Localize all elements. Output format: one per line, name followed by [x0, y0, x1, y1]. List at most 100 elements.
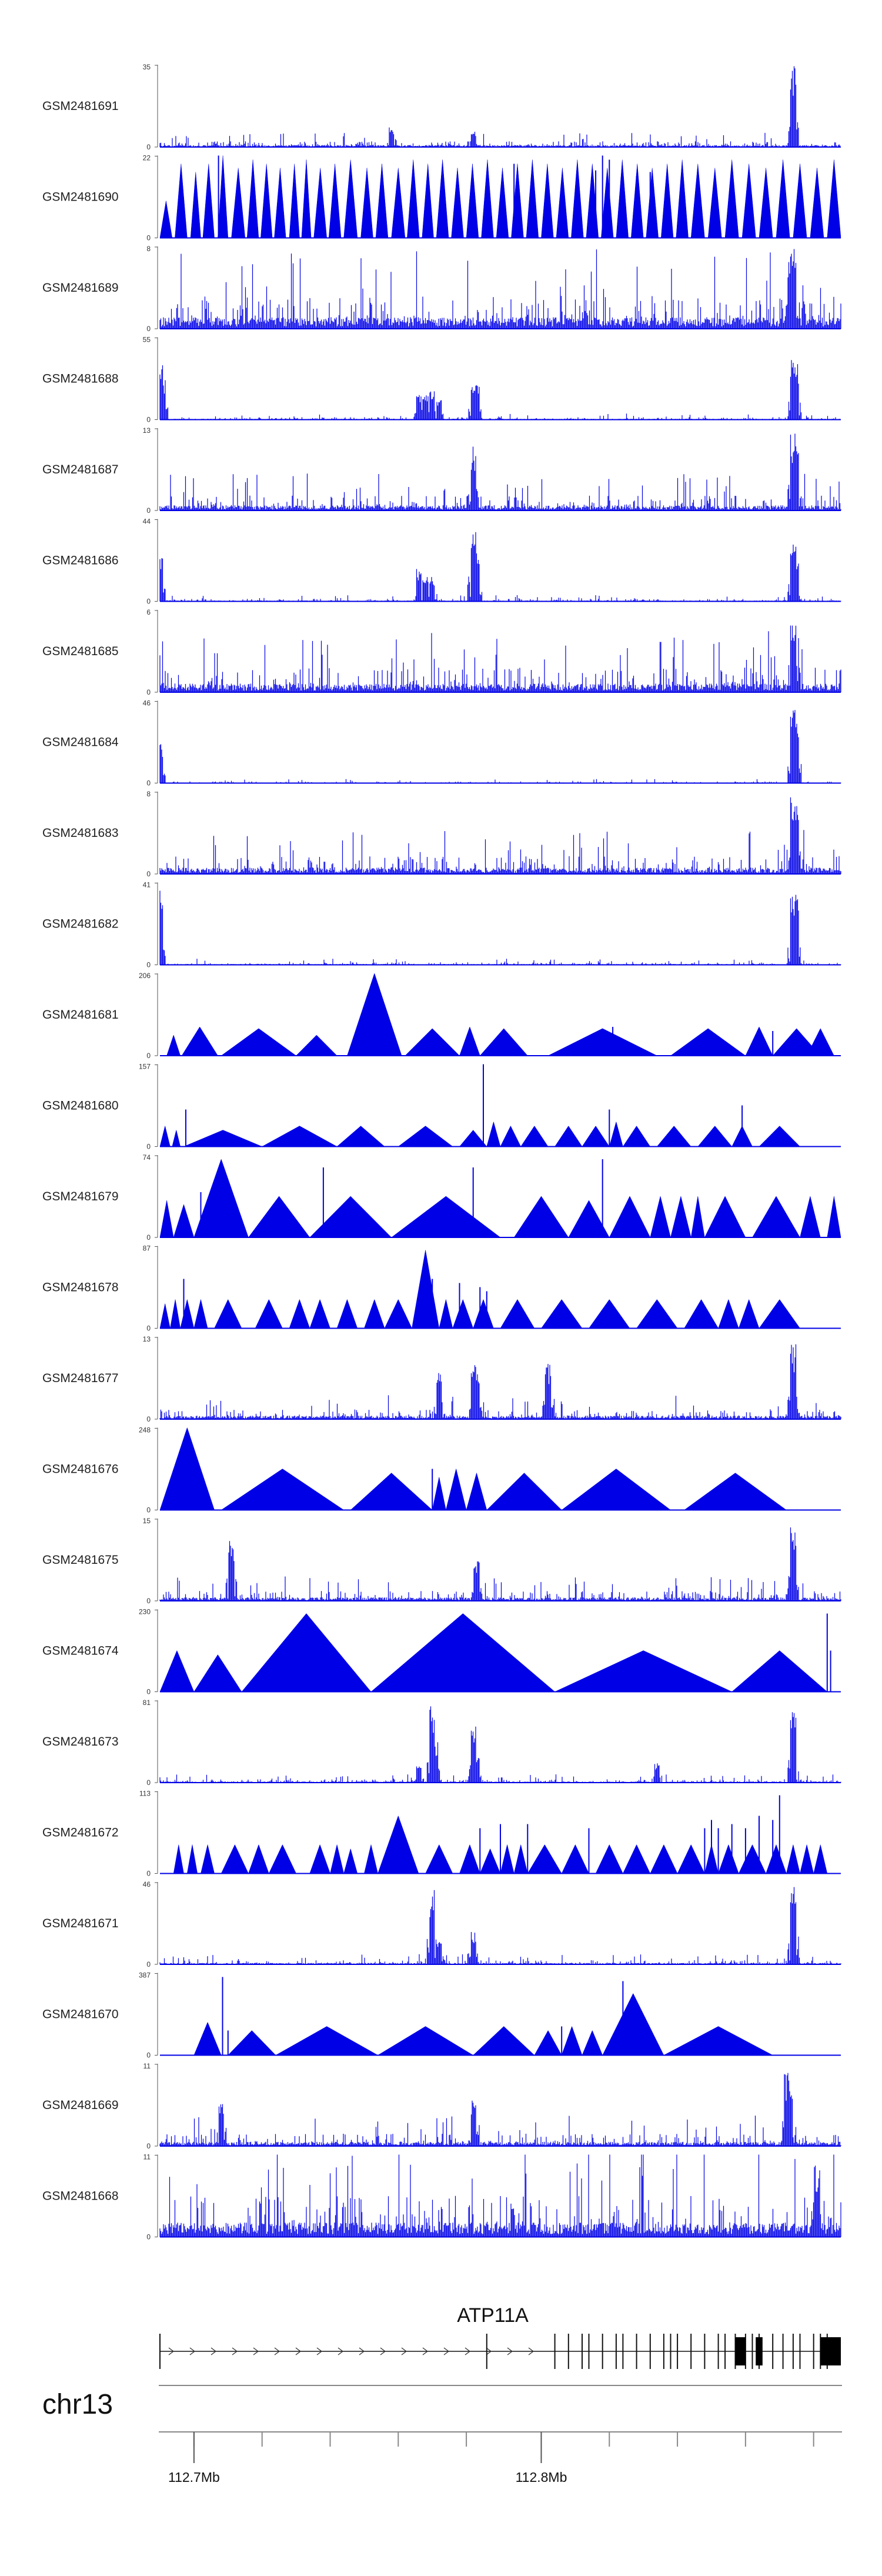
y-max-label: 248 — [139, 1426, 151, 1434]
track-GSM2481682: GSM2481682 41 0 — [42, 881, 841, 969]
y-max-label: 55 — [143, 336, 151, 344]
track-GSM2481686: GSM2481686 44 0 — [42, 518, 841, 606]
y-min-label: 0 — [146, 688, 151, 696]
track-GSM2481683: GSM2481683 8 0 — [42, 790, 841, 878]
y-max-label: 8 — [146, 245, 151, 253]
track-GSM2481687: GSM2481687 13 0 — [42, 426, 841, 515]
ruler-label: 112.8Mb — [516, 2470, 567, 2485]
track-label: GSM2481690 — [42, 191, 119, 204]
chromosome-ruler: chr13 112.7Mb 112.8Mb — [42, 2385, 842, 2485]
track-label: GSM2481682 — [42, 917, 119, 931]
track-label: GSM2481670 — [42, 2008, 119, 2021]
exon-block — [756, 2337, 763, 2365]
y-max-label: 44 — [143, 518, 151, 526]
y-min-label: 0 — [146, 1960, 151, 1968]
y-min-label: 0 — [146, 1052, 151, 1060]
track-label: GSM2481669 — [42, 2098, 119, 2112]
signal-area — [193, 1993, 773, 2056]
track-GSM2481681: GSM2481681 206 0 — [42, 972, 841, 1060]
y-max-label: 15 — [143, 1517, 151, 1525]
y-max-label: 11 — [143, 2062, 151, 2070]
track-GSM2481684: GSM2481684 46 0 — [42, 699, 841, 788]
track-label: GSM2481681 — [42, 1008, 119, 1022]
signal-bars — [159, 66, 841, 147]
track-label: GSM2481683 — [42, 826, 119, 840]
y-min-label: 0 — [146, 325, 151, 333]
y-max-label: 74 — [143, 1153, 151, 1162]
track-GSM2481691: GSM2481691 35 0 — [42, 63, 841, 151]
signal-bars — [159, 625, 841, 692]
y-min-label: 0 — [146, 779, 151, 788]
track-GSM2481685: GSM2481685 6 0 — [42, 608, 841, 696]
signal-area — [159, 1159, 841, 1238]
gene-model — [159, 2334, 841, 2369]
track-GSM2481671: GSM2481671 46 0 — [42, 1880, 841, 1968]
y-min-label: 0 — [146, 1597, 151, 1605]
signal-spikes — [826, 1613, 831, 1692]
y-min-label: 0 — [146, 143, 151, 151]
exon-block — [735, 2337, 746, 2365]
y-max-label: 87 — [143, 1244, 151, 1253]
y-max-label: 157 — [139, 1063, 151, 1071]
y-min-label: 0 — [146, 1688, 151, 1696]
gene-name-label: ATP11A — [457, 2304, 529, 2327]
y-min-label: 0 — [146, 1233, 151, 1242]
y-max-label: 81 — [143, 1699, 151, 1707]
gene-track: ATP11A — [159, 2304, 841, 2369]
signal-area — [159, 1121, 801, 1147]
track-label: GSM2481687 — [42, 463, 119, 476]
y-max-label: 22 — [143, 154, 151, 162]
y-max-label: 387 — [139, 1971, 151, 1980]
track-label: GSM2481684 — [42, 736, 119, 749]
signal-spikes — [222, 1977, 624, 2056]
track-GSM2481680: GSM2481680 157 0 — [42, 1063, 841, 1151]
y-min-label: 0 — [146, 1506, 151, 1514]
y-max-label: 13 — [143, 1335, 151, 1343]
signal-area — [173, 1815, 828, 1874]
ruler-label: 112.7Mb — [168, 2470, 220, 2485]
signal-area — [159, 1613, 828, 1692]
signal-bars — [159, 2154, 841, 2237]
y-min-label: 0 — [146, 1324, 151, 1333]
y-max-label: 35 — [143, 63, 151, 71]
track-label: GSM2481685 — [42, 645, 119, 658]
y-min-label: 0 — [146, 416, 151, 424]
track-GSM2481674: GSM2481674 230 0 — [42, 1608, 841, 1696]
track-label: GSM2481679 — [42, 1190, 119, 1203]
y-min-label: 0 — [146, 234, 151, 242]
y-max-label: 8 — [146, 790, 151, 798]
track-GSM2481672: GSM2481672 113 0 — [42, 1790, 841, 1878]
signal-area — [159, 1427, 787, 1510]
track-GSM2481678: GSM2481678 87 0 — [42, 1244, 841, 1333]
track-GSM2481669: GSM2481669 11 0 — [42, 2062, 841, 2150]
track-GSM2481673: GSM2481673 81 0 — [42, 1699, 841, 1787]
track-label: GSM2481674 — [42, 1644, 119, 1658]
track-label: GSM2481675 — [42, 1553, 119, 1567]
track-label: GSM2481668 — [42, 2190, 119, 2203]
track-GSM2481689: GSM2481689 8 0 — [42, 245, 841, 333]
y-max-label: 206 — [139, 972, 151, 980]
track-label: GSM2481677 — [42, 1372, 119, 1385]
signal-spikes — [218, 155, 651, 238]
y-max-label: 230 — [139, 1608, 151, 1616]
signal-spikes — [200, 1159, 603, 1237]
signal-bars — [159, 1527, 841, 1601]
signal-spikes — [185, 1064, 743, 1147]
signal-bars — [159, 1887, 841, 1964]
track-GSM2481675: GSM2481675 15 0 — [42, 1517, 841, 1605]
y-min-label: 0 — [146, 1778, 151, 1787]
track-label: GSM2481672 — [42, 1826, 119, 1840]
chromosome-label: chr13 — [42, 2389, 113, 2420]
y-min-label: 0 — [146, 870, 151, 878]
track-GSM2481676: GSM2481676 248 0 — [42, 1426, 841, 1514]
track-GSM2481679: GSM2481679 74 0 — [42, 1153, 841, 1242]
strand-arrows — [168, 2347, 534, 2355]
y-max-label: 113 — [139, 1790, 151, 1798]
signal-area — [159, 155, 841, 238]
signal-bars — [159, 890, 841, 965]
track-label: GSM2481671 — [42, 1917, 119, 1930]
y-min-label: 0 — [146, 2142, 151, 2150]
track-label: GSM2481688 — [42, 372, 119, 386]
y-min-label: 0 — [146, 1415, 151, 1423]
